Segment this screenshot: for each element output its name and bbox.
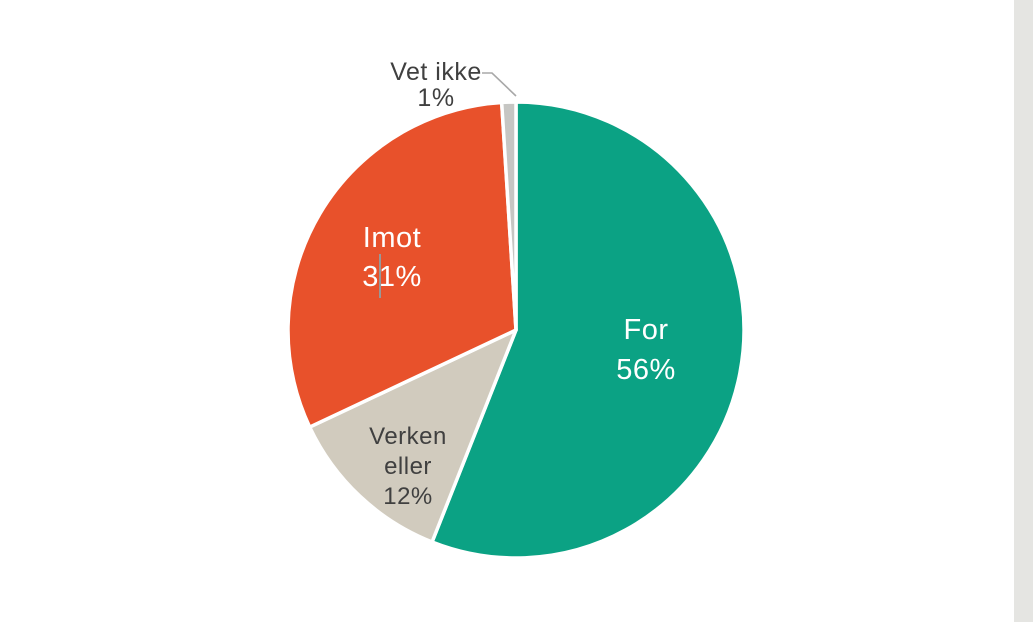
pie-slice-imot — [286, 100, 518, 429]
pie-slice-verken-eller — [307, 328, 518, 544]
pie-slice-for — [430, 100, 746, 560]
pie-slice-vet-ikke — [499, 100, 518, 332]
leader-line-vet-ikke — [482, 72, 517, 97]
right-edge-strip — [1014, 0, 1033, 622]
